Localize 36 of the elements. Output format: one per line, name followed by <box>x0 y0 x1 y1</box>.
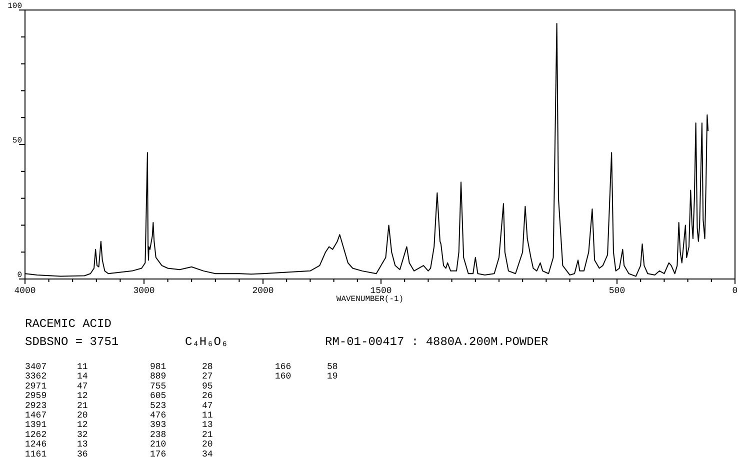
text: 176 34 <box>150 449 213 457</box>
text: 1467 20 <box>25 410 88 420</box>
text: 523 47 <box>150 400 213 411</box>
x-axis-title: WAVENUMBER(-1) <box>336 295 404 304</box>
text: 476 11 <box>150 410 213 420</box>
y-tick-label: 100 <box>8 2 22 11</box>
text: 1391 12 <box>25 420 88 430</box>
text: C₄H₆O₆ <box>185 335 228 349</box>
text: RACEMIC ACID <box>25 317 112 331</box>
text: 889 27 <box>150 372 213 382</box>
text: 981 28 <box>150 362 213 372</box>
x-tick-label: 1500 <box>370 286 392 296</box>
text: 210 20 <box>150 440 213 450</box>
text: RM-01-00417 : 4880A.200M.POWDER <box>325 335 548 349</box>
x-tick-label: 3000 <box>133 286 155 296</box>
text: 2959 12 <box>25 391 88 402</box>
x-tick-label: 0 <box>732 286 738 296</box>
text: 605 26 <box>150 391 213 402</box>
text: 238 21 <box>150 430 213 440</box>
x-tick-label: 500 <box>608 286 626 296</box>
text: 160 19 <box>275 372 338 382</box>
x-tick-label: 2000 <box>252 286 274 296</box>
y-tick-label: 0 <box>17 271 22 280</box>
text: 1262 32 <box>25 430 88 440</box>
text: 1161 36 <box>25 449 88 457</box>
text: 1246 13 <box>25 440 88 450</box>
text: 2971 47 <box>25 381 88 392</box>
text: 3407 11 <box>25 362 88 372</box>
text: 393 13 <box>150 420 213 430</box>
text: 2923 21 <box>25 400 88 411</box>
y-tick-label: 50 <box>12 136 22 146</box>
x-tick-label: 4000 <box>14 286 36 296</box>
text: 166 58 <box>275 362 338 372</box>
text: 3362 14 <box>25 372 88 382</box>
text: 755 95 <box>150 381 213 392</box>
text: SDBSNO = 3751 <box>25 335 119 349</box>
